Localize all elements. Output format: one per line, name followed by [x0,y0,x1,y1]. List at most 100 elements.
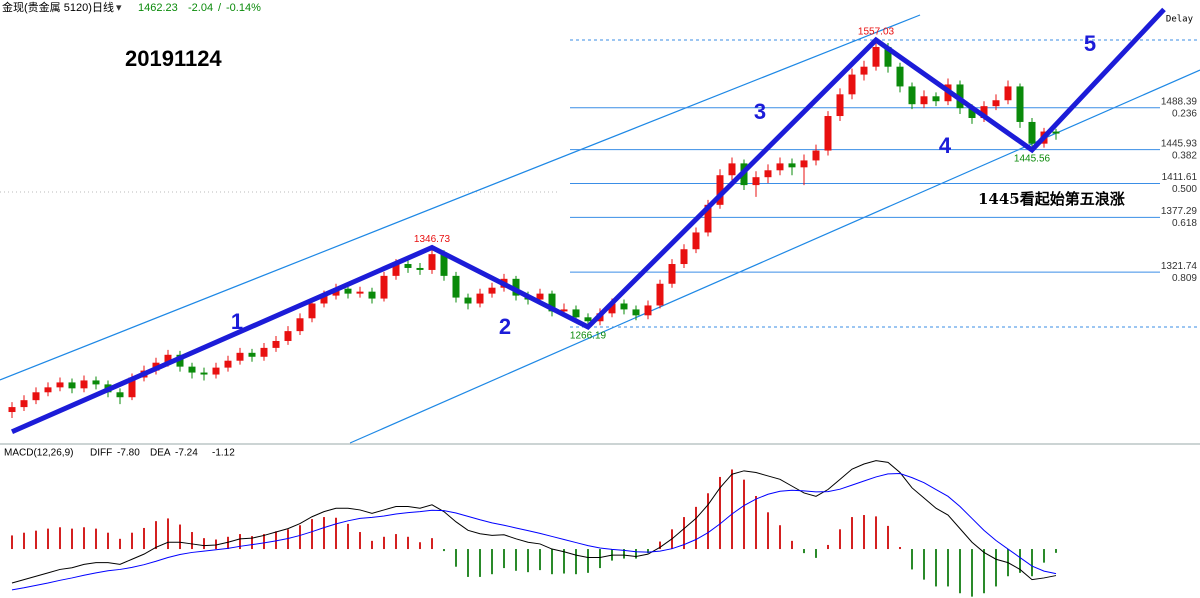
chart-title: 20191124 [125,46,222,71]
macd-bar [803,549,805,554]
macd-bar [107,532,109,550]
macd-bar [527,549,529,573]
candle-body [200,372,208,375]
fib-ratio: 0.236 [1172,108,1197,119]
candle-body [260,347,268,357]
macd-bar [167,518,169,550]
candle-body [608,303,616,314]
macd-bar [887,525,889,550]
candle-body [284,331,292,341]
candle-body [380,275,388,299]
candle-body [212,367,220,375]
macd-bar [623,549,625,559]
macd-bar [371,540,373,550]
extreme-label: 1266.19 [570,331,607,342]
candle-body [932,96,940,102]
candle-body [1028,121,1036,144]
fib-value: 1321.74 [1161,261,1198,272]
macd-bar [35,530,37,550]
diff-value: -7.80 [117,448,140,459]
macd-bar [215,539,217,550]
macd-bar [719,476,721,550]
candle-body [824,116,832,151]
wave-label: 4 [939,133,952,158]
dea-value: -7.24 [175,448,198,459]
macd-bar [227,536,229,550]
macd-bar [443,549,445,552]
macd-bar [851,517,853,550]
candle-body [488,287,496,294]
wave-line [10,7,1166,435]
macd-bar [875,516,877,550]
macd-bar [923,549,925,580]
macd-bar [11,535,13,550]
candle-body [836,94,844,117]
candle-body [416,267,424,270]
wave-label: 2 [499,314,511,339]
candle-body [536,293,544,300]
candle-body [92,380,100,385]
delay: Delay [1166,15,1194,25]
change-separator: / [218,2,222,14]
macd-bar [143,527,145,550]
candle-body [896,66,904,87]
macd-bar [635,549,637,559]
macd-bar [707,493,709,550]
candle-body [188,366,196,373]
candle-body [116,392,124,398]
macd-bar [491,549,493,575]
macd-bar [1043,549,1045,563]
candle-body [308,303,316,319]
candle-body [692,232,700,250]
candle-body [644,305,652,316]
candle-body [548,293,556,312]
macd-bar [335,517,337,550]
fib-value: 1411.61 [1162,172,1198,183]
fib-ratio: 0.618 [1172,218,1197,229]
macd-bar [743,479,745,550]
macd-bar [179,524,181,550]
candle-body [8,407,16,413]
wave-label: 3 [754,99,766,124]
macd-bar [587,549,589,573]
candle-body [788,163,796,168]
macd-value: -1.12 [212,448,235,459]
candle-body [704,204,712,233]
macd-bar [311,519,313,550]
macd-bar [575,549,577,575]
candle-body [320,295,328,304]
candle-body [632,309,640,316]
macd-bar [155,521,157,550]
macd-bar [71,528,73,550]
diff-name: DIFF [90,448,112,459]
macd-bar [827,544,829,550]
macd-bar [131,532,133,550]
candle-body [800,160,808,168]
macd-bar [467,549,469,577]
macd-title: MACD(12,26,9) [4,448,73,459]
candle-body [776,163,784,171]
candle-body [656,283,664,306]
macd-bar [959,549,961,594]
candle-body [56,382,64,388]
annotation: 1445看起始第五浪涨 [978,190,1125,208]
macd-bar [1055,549,1057,553]
extreme-label: 1445.56 [1014,154,1051,165]
macd-bar [191,532,193,550]
period: 日线 [92,0,114,14]
candle-body [272,340,280,348]
macd-bar [839,529,841,550]
candle-body [404,264,412,268]
macd-bar [683,517,685,550]
candle-body [452,275,460,298]
macd-bar [947,549,949,587]
macd-bar [779,525,781,550]
candle-body [80,380,88,389]
macd-bar [263,534,265,550]
change: -2.04 [188,2,213,14]
candle-body [812,150,820,161]
fib-ratio: 0.809 [1172,273,1197,284]
macd-bar [539,549,541,571]
macd-bar [239,534,241,550]
